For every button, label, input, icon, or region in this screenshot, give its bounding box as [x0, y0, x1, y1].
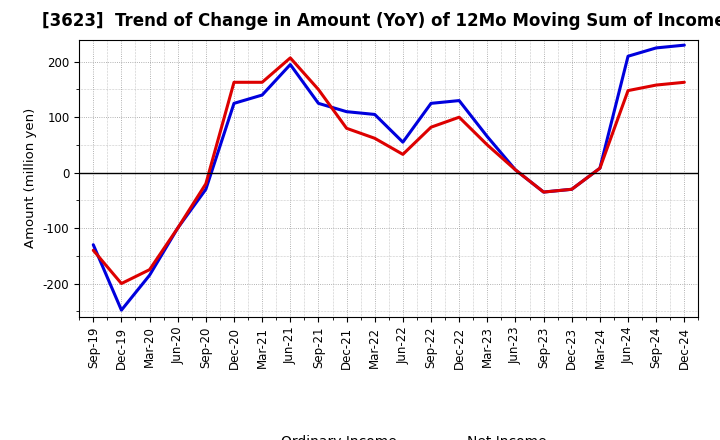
Line: Net Income: Net Income [94, 58, 684, 283]
Net Income [342, 126, 351, 131]
Ordinary Income [567, 187, 576, 192]
Ordinary Income [680, 43, 688, 48]
Ordinary Income [342, 109, 351, 114]
Ordinary Income [652, 45, 660, 51]
Ordinary Income [286, 62, 294, 67]
Ordinary Income [595, 165, 604, 171]
Net Income [680, 80, 688, 85]
Net Income [286, 55, 294, 61]
Ordinary Income [624, 54, 632, 59]
Net Income [595, 165, 604, 171]
Net Income [427, 125, 436, 130]
Net Income [145, 267, 154, 272]
Net Income [89, 248, 98, 253]
Net Income [511, 167, 520, 172]
Ordinary Income [258, 92, 266, 98]
Ordinary Income [539, 189, 548, 194]
Ordinary Income [145, 272, 154, 278]
Ordinary Income [89, 242, 98, 247]
Net Income [314, 87, 323, 92]
Net Income [567, 187, 576, 192]
Net Income [624, 88, 632, 93]
Legend: Ordinary Income, Net Income: Ordinary Income, Net Income [225, 429, 552, 440]
Net Income [202, 181, 210, 187]
Ordinary Income [455, 98, 464, 103]
Y-axis label: Amount (million yen): Amount (million yen) [24, 108, 37, 248]
Net Income [652, 82, 660, 88]
Ordinary Income [511, 167, 520, 172]
Ordinary Income [427, 101, 436, 106]
Net Income [117, 281, 126, 286]
Title: [3623]  Trend of Change in Amount (YoY) of 12Mo Moving Sum of Incomes: [3623] Trend of Change in Amount (YoY) o… [42, 12, 720, 30]
Ordinary Income [230, 101, 238, 106]
Net Income [370, 136, 379, 141]
Net Income [455, 114, 464, 120]
Ordinary Income [399, 139, 408, 145]
Net Income [174, 225, 182, 231]
Net Income [399, 152, 408, 157]
Net Income [483, 142, 492, 147]
Ordinary Income [370, 112, 379, 117]
Ordinary Income [174, 225, 182, 231]
Ordinary Income [483, 134, 492, 139]
Line: Ordinary Income: Ordinary Income [94, 45, 684, 310]
Ordinary Income [117, 308, 126, 313]
Ordinary Income [314, 101, 323, 106]
Net Income [258, 80, 266, 85]
Net Income [230, 80, 238, 85]
Ordinary Income [202, 187, 210, 192]
Net Income [539, 189, 548, 194]
